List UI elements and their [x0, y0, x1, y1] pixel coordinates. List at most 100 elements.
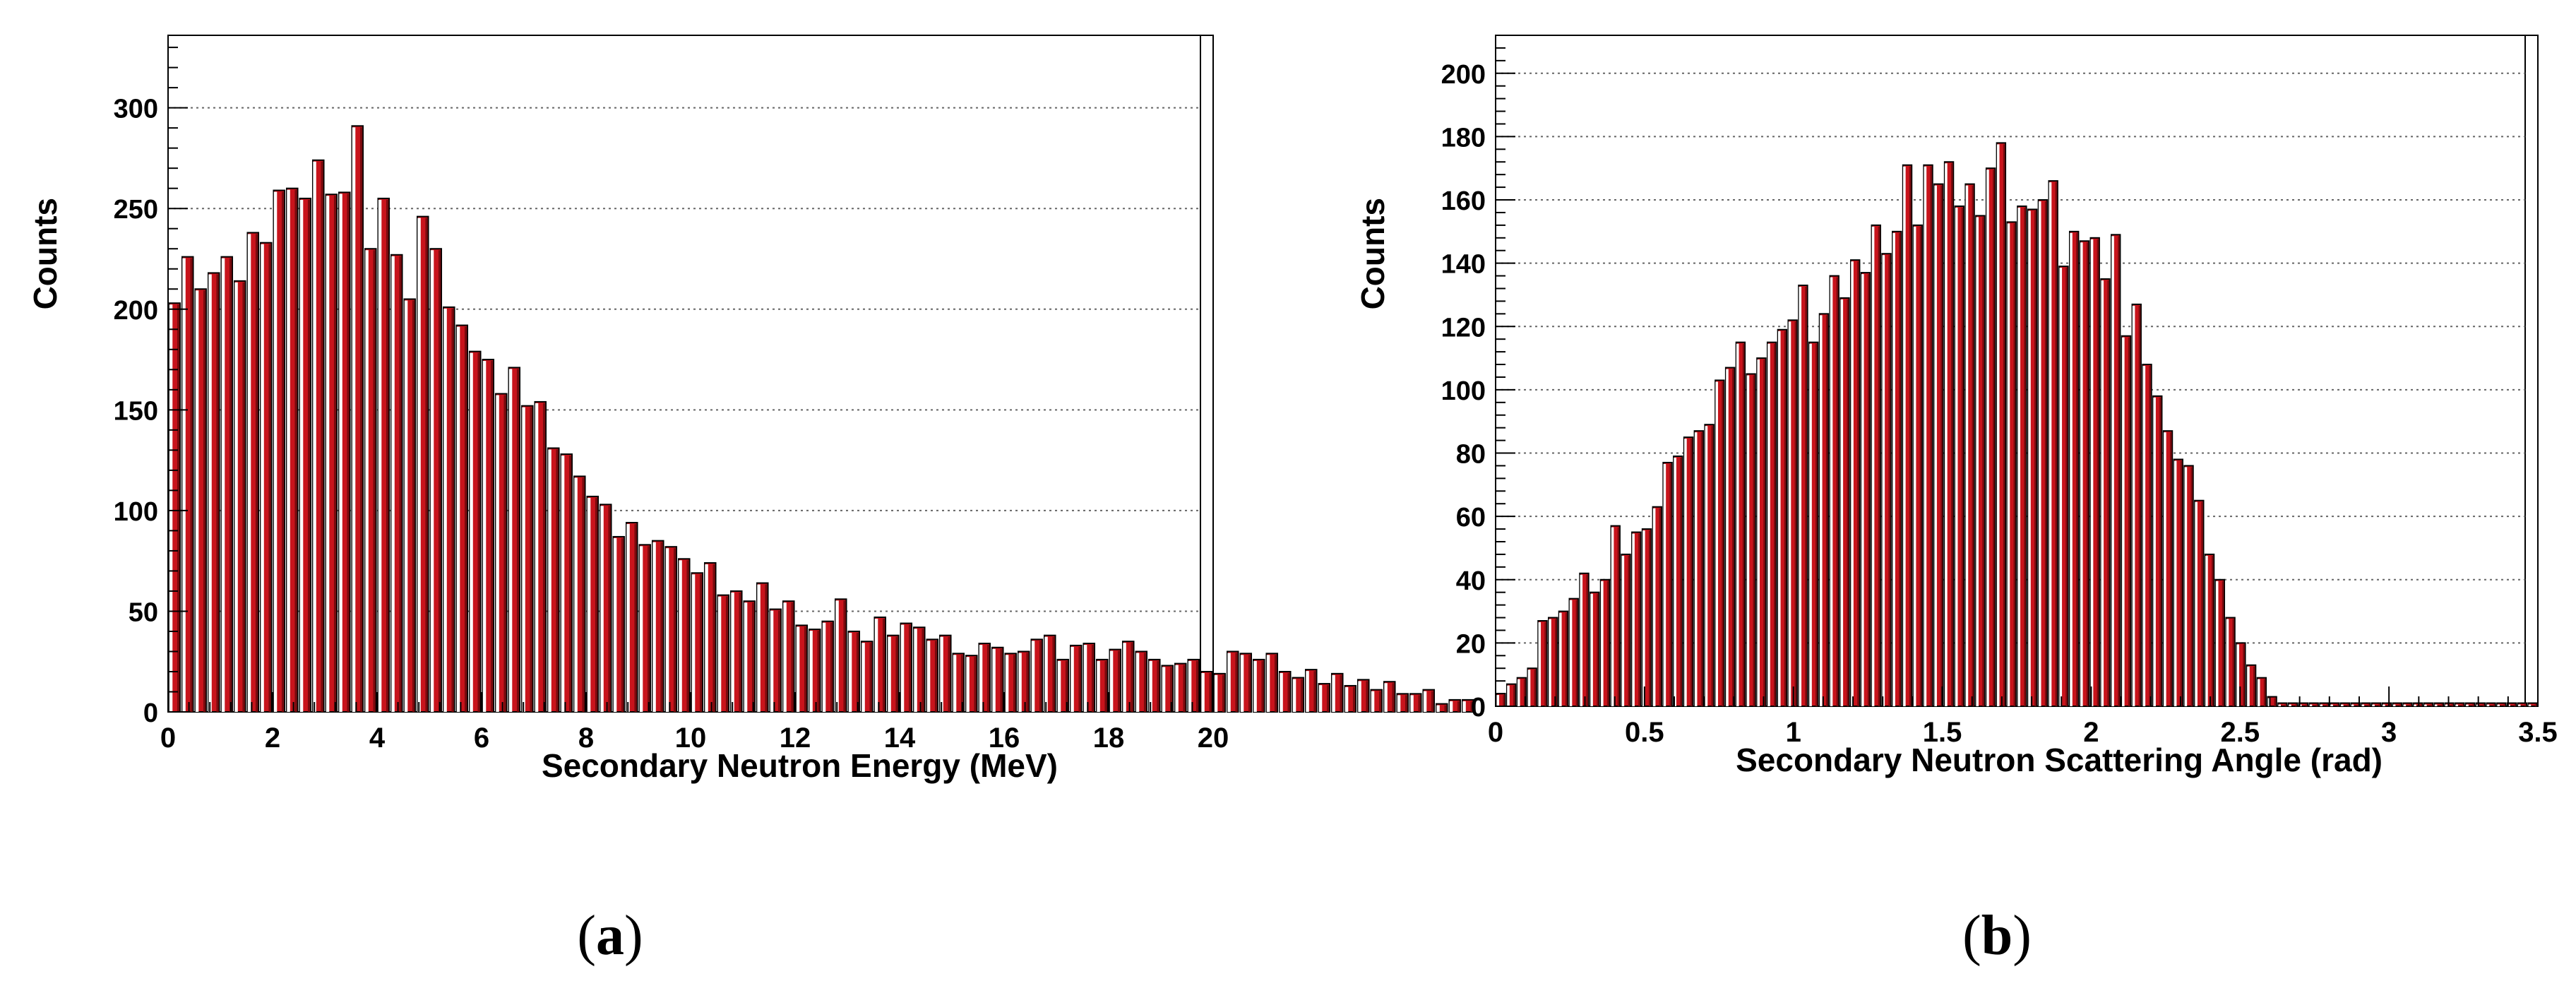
- bar-highlight: [2330, 704, 2333, 706]
- bar-highlight: [2142, 366, 2146, 706]
- bar-shade: [608, 506, 611, 712]
- bar-shade: [1287, 672, 1290, 712]
- x-tick-label: 1: [1786, 717, 1801, 748]
- bar-shade: [1418, 695, 1421, 712]
- bar-shade: [1575, 600, 1578, 706]
- bar: [2017, 205, 2027, 707]
- bar: [1652, 506, 1662, 707]
- bar-shade: [1235, 653, 1238, 712]
- bar: [938, 634, 952, 713]
- bar-shade: [1326, 685, 1330, 712]
- bar-highlight: [1705, 426, 1708, 706]
- bar-highlight: [1632, 533, 1635, 706]
- bar-shade: [1899, 232, 1901, 706]
- bar: [873, 616, 887, 713]
- bar: [1383, 681, 1396, 713]
- bar-shade: [765, 584, 768, 712]
- bar: [1174, 662, 1187, 713]
- bar: [2319, 702, 2330, 707]
- bar-highlight: [1109, 650, 1114, 712]
- x-tick-label: 4: [369, 723, 386, 754]
- bar: [2444, 702, 2455, 707]
- bar: [1881, 253, 1892, 707]
- x-tick-label: 12: [780, 723, 811, 754]
- bar: [860, 641, 873, 713]
- bar-highlight: [2445, 704, 2448, 706]
- bar-body: [2517, 702, 2528, 707]
- bar-highlight: [1976, 217, 1979, 706]
- bar-shade: [712, 564, 715, 712]
- bar-highlight: [2298, 704, 2302, 706]
- bar-shade: [2378, 704, 2380, 706]
- bar-highlight: [2090, 239, 2094, 706]
- bar-highlight: [1280, 672, 1283, 712]
- bar-highlight: [208, 274, 212, 712]
- bar-highlight: [299, 199, 304, 713]
- bar: [1662, 461, 1673, 707]
- bar: [547, 447, 560, 713]
- bar-highlight: [1663, 463, 1666, 706]
- bar-shade: [595, 497, 598, 712]
- bar-highlight: [221, 258, 225, 712]
- bar-shade: [1909, 166, 1912, 706]
- x-tick-label: 0: [160, 723, 176, 754]
- bar-highlight: [365, 250, 369, 712]
- bar-highlight: [482, 361, 487, 712]
- bar-shade: [1313, 671, 1316, 712]
- bar-highlight: [874, 618, 878, 712]
- bar-highlight: [247, 234, 251, 713]
- bar-highlight: [2455, 704, 2458, 706]
- bar: [2142, 364, 2152, 707]
- bar-highlight: [1684, 439, 1687, 706]
- bar: [1318, 683, 1331, 713]
- bar-highlight: [1559, 612, 1562, 706]
- bar-highlight: [2278, 704, 2282, 706]
- bar-shade: [242, 282, 245, 713]
- bar-shade: [1534, 670, 1537, 706]
- bar: [482, 359, 495, 713]
- bar-shade: [1763, 359, 1765, 706]
- bar-highlight: [1371, 691, 1375, 712]
- bar-highlight: [1044, 636, 1048, 712]
- bar-shade: [373, 250, 376, 712]
- bar-highlight: [2215, 581, 2219, 706]
- bar-shade: [1597, 593, 1599, 706]
- bar-highlight: [352, 127, 356, 712]
- bar-shade: [647, 546, 650, 712]
- bar-shade: [229, 258, 232, 712]
- bar-highlight: [1517, 679, 1520, 706]
- bar-shade: [464, 326, 467, 713]
- bar-shade: [621, 537, 624, 712]
- bar-shade: [1815, 343, 1818, 706]
- bar-shade: [2472, 704, 2474, 706]
- bar: [560, 453, 573, 713]
- bar-highlight: [2080, 242, 2083, 707]
- bar-shade: [739, 592, 741, 712]
- x-tick-label: 3: [2381, 717, 2397, 748]
- bar-shade: [1444, 705, 1447, 712]
- bar-shade: [948, 636, 950, 712]
- bar: [273, 189, 286, 713]
- bar: [1121, 641, 1135, 713]
- bar-highlight: [339, 194, 342, 713]
- bar-shade: [986, 645, 990, 712]
- bar: [1505, 683, 1517, 708]
- bar-shade: [725, 596, 729, 712]
- bar-highlight: [914, 629, 917, 712]
- bar: [1461, 698, 1474, 713]
- bar-body: [2402, 702, 2413, 707]
- bar: [2392, 702, 2402, 707]
- bar: [1135, 650, 1148, 713]
- y-tick-label: 250: [114, 195, 158, 225]
- bar: [181, 256, 194, 713]
- bar-highlight: [2153, 397, 2156, 706]
- bar-shade: [1209, 672, 1212, 712]
- bar-highlight: [1851, 261, 1854, 706]
- bar-highlight: [2132, 305, 2135, 706]
- bar: [808, 629, 821, 713]
- bar-shade: [2284, 704, 2286, 706]
- bar-highlight: [1332, 674, 1335, 712]
- x-tick-label: 2: [2083, 717, 2099, 748]
- bar: [403, 298, 417, 713]
- bar: [1537, 620, 1548, 708]
